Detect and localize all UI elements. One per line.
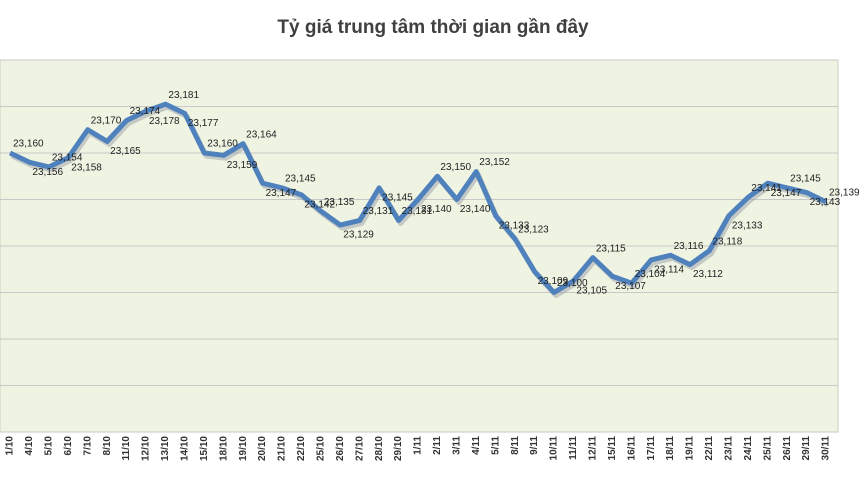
value-label: 23,160: [207, 139, 238, 150]
x-tick-label: 5/10: [43, 436, 54, 456]
x-tick-label: 20/10: [257, 436, 268, 461]
value-label: 23,177: [188, 118, 219, 129]
value-label: 23,140: [460, 204, 491, 215]
value-label: 23,131: [402, 206, 433, 217]
value-label: 23,147: [266, 188, 297, 199]
value-label: 23,107: [615, 281, 646, 292]
x-tick-label: 18/11: [665, 436, 676, 461]
x-tick-label: 11/11: [568, 436, 579, 460]
value-label: 23,142: [304, 199, 335, 210]
value-label: 23,143: [810, 197, 841, 208]
x-tick-label: 19/11: [685, 436, 696, 461]
x-tick-label: 15/11: [607, 436, 618, 461]
x-tick-label: 24/11: [743, 436, 754, 461]
value-label: 23,131: [363, 206, 394, 217]
value-label: 23,181: [168, 90, 199, 101]
value-label: 23,159: [227, 160, 258, 171]
x-tick-label: 15/10: [199, 436, 210, 461]
value-label: 23,164: [246, 129, 277, 140]
x-tick-label: 6/10: [63, 436, 74, 456]
value-label: 23,145: [285, 174, 316, 185]
x-tick-label: 30/11: [821, 436, 832, 461]
x-tick-label: 22/11: [704, 436, 715, 461]
x-tick-label: 25/11: [762, 436, 773, 461]
value-label: 23,139: [829, 187, 860, 198]
x-tick-label: 22/10: [296, 436, 307, 461]
x-tick-label: 17/11: [646, 436, 657, 461]
value-label: 23,133: [499, 220, 530, 231]
value-label: 23,160: [13, 139, 44, 150]
x-tick-label: 28/10: [374, 436, 385, 461]
value-label: 23,129: [343, 230, 374, 241]
x-tick-label: 29/11: [801, 436, 812, 461]
value-label: 23,140: [421, 204, 452, 215]
value-label: 23,174: [130, 106, 161, 117]
x-tick-label: 5/11: [490, 436, 501, 455]
value-label: 23,109: [538, 276, 569, 287]
x-tick-label: 14/10: [179, 436, 190, 461]
x-tick-label: 2/11: [432, 436, 443, 455]
x-tick-label: 26/11: [782, 436, 793, 461]
value-label: 23,156: [32, 167, 63, 178]
value-label: 23,165: [110, 146, 141, 157]
value-label: 23,158: [71, 162, 102, 173]
value-label: 23,115: [596, 243, 626, 254]
x-tick-label: 9/11: [529, 436, 540, 455]
value-label: 23,152: [479, 157, 510, 168]
x-tick-label: 21/10: [277, 436, 288, 461]
value-label: 23,105: [576, 286, 607, 297]
value-label: 23,100: [557, 278, 588, 289]
chart-title: Tỷ giá trung tâm thời gian gần đây: [277, 17, 589, 38]
x-tick-label: 25/10: [315, 436, 326, 461]
x-tick-label: 11/10: [121, 436, 132, 461]
x-tick-label: 10/11: [549, 436, 560, 461]
x-tick-label: 7/10: [82, 436, 93, 456]
value-label: 23,112: [693, 269, 723, 280]
x-tick-label: 8/11: [510, 436, 521, 455]
x-tick-label: 1/11: [413, 436, 424, 455]
value-label: 23,133: [732, 220, 763, 231]
x-tick-label: 18/10: [218, 436, 229, 461]
value-label: 23,116: [674, 241, 704, 252]
x-tick-label: 12/10: [141, 436, 152, 461]
x-tick-label: 4/10: [24, 436, 35, 456]
value-label: 23,123: [518, 225, 549, 236]
value-label: 23,147: [771, 188, 802, 199]
value-label: 23,114: [654, 265, 684, 276]
value-label: 23,118: [712, 236, 742, 247]
x-tick-label: 13/10: [160, 436, 171, 461]
value-label: 23,135: [324, 197, 355, 208]
value-label: 23,145: [790, 174, 821, 185]
x-tick-label: 3/11: [451, 436, 462, 455]
x-tick-label: 29/10: [393, 436, 404, 461]
x-tick-label: 19/10: [238, 436, 249, 461]
x-tick-label: 12/11: [587, 436, 598, 461]
x-tick-label: 16/11: [626, 436, 637, 461]
x-tick-label: 26/10: [335, 436, 346, 461]
x-tick-label: 1/10: [5, 436, 16, 456]
value-label: 23,145: [382, 193, 413, 204]
x-tick-label: 4/11: [471, 436, 482, 455]
value-label: 23,178: [149, 116, 180, 127]
value-label: 23,150: [440, 162, 471, 173]
x-tick-label: 27/10: [354, 436, 365, 461]
x-tick-label: 8/10: [102, 436, 113, 456]
value-label: 23,154: [52, 153, 83, 164]
line-shadow: [10, 104, 830, 298]
line: [8, 101, 828, 295]
value-label: 23,170: [91, 115, 122, 126]
x-tick-label: 23/11: [723, 436, 734, 461]
value-label: 23,104: [635, 269, 666, 280]
value-label: 23,141: [751, 183, 782, 194]
